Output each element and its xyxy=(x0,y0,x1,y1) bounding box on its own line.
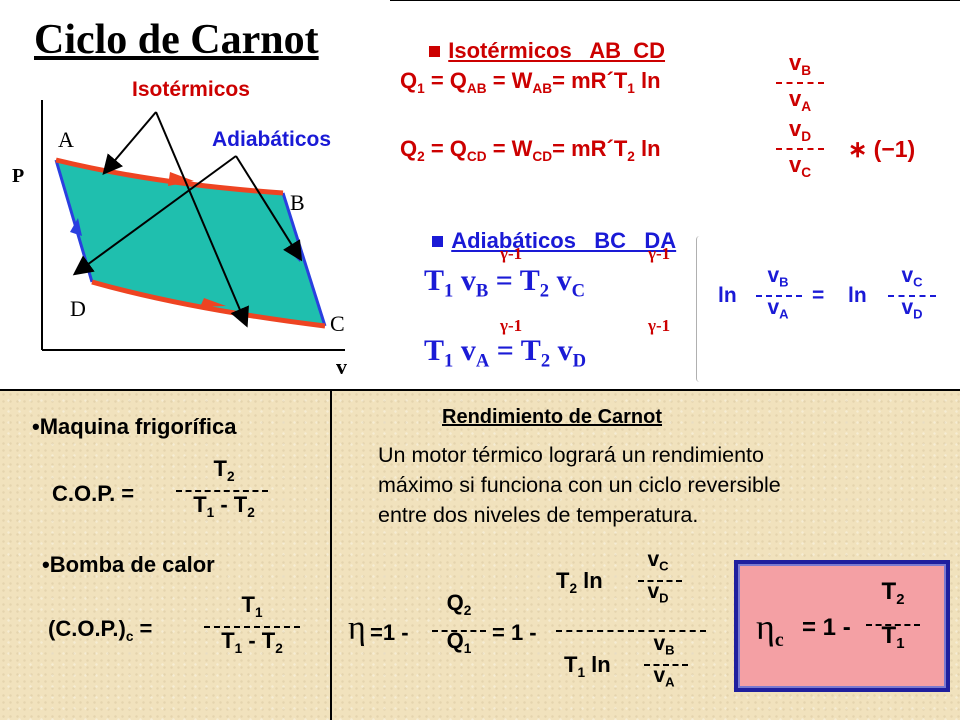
efficiency-big-den-bar xyxy=(644,664,688,666)
efficiency-big-num-bar xyxy=(638,580,682,582)
top-rule xyxy=(390,0,960,1)
efficiency-q-bar xyxy=(432,630,486,632)
q1-equation: Q1 = QAB = WAB= mR´T1 ln xyxy=(400,68,661,96)
fridge-cop-bar xyxy=(176,490,268,492)
ln-left-bar xyxy=(756,295,802,297)
panel-divider xyxy=(330,391,332,720)
efficiency-eq-mid: = 1 - xyxy=(492,620,537,645)
ln-right-bar xyxy=(888,295,936,297)
efficiency-eq-start: =1 - xyxy=(370,620,409,645)
adiabatic-eq2: T1 vA = T2 vD xyxy=(424,334,587,372)
fridge-heading: •Maquina frigorífica xyxy=(32,414,237,439)
bullet-square-icon xyxy=(432,236,444,247)
ln-left-fraction: vB vA xyxy=(767,264,789,322)
point-label-a: A xyxy=(58,127,74,152)
carnot-eq: = 1 - xyxy=(802,614,851,641)
efficiency-big-den: T1 ln xyxy=(564,652,611,680)
ln-right: ln xyxy=(848,284,867,307)
adiabatic-label: Adiabáticos xyxy=(212,128,332,151)
adiabatic-heading: Adiabáticos BC DA xyxy=(420,202,676,254)
heatpump-cop-lhs: (C.O.P.)c = xyxy=(48,616,153,644)
axis-label-v: v xyxy=(336,354,347,379)
isothermal-heading: Isotérmicos AB CD xyxy=(417,12,665,64)
efficiency-heading: Rendimiento de Carnot xyxy=(442,406,663,428)
carnot-efficiency-box xyxy=(734,560,950,692)
point-label-c: C xyxy=(330,311,345,336)
page-title: Ciclo de Carnot xyxy=(34,17,319,63)
section-divider xyxy=(0,389,960,391)
pv-diagram xyxy=(41,100,345,351)
adiabatic-exp-1a: γ-1 xyxy=(500,244,523,263)
q2-fraction-bar xyxy=(776,148,824,150)
q2-fraction: vD vC xyxy=(788,116,812,180)
adiabatic-exp-1b: γ-1 xyxy=(648,244,671,263)
equation-bracket xyxy=(696,236,703,382)
point-label-d: D xyxy=(70,296,86,321)
heatpump-cop-fraction: T1 T1 - T2 xyxy=(221,592,283,656)
efficiency-big-bar xyxy=(556,630,706,632)
carnot-eta: ηc xyxy=(756,607,784,651)
efficiency-big-num-fraction: vC vD xyxy=(647,548,669,606)
bottom-left-panel xyxy=(0,391,330,720)
ln-right-fraction: vC vD xyxy=(901,264,923,322)
carnot-fraction-bar xyxy=(866,624,920,626)
efficiency-text: Un motor térmico logrará un rendimiento … xyxy=(378,443,781,527)
ln-equals: = xyxy=(812,284,825,307)
ln-left: ln xyxy=(718,284,737,307)
efficiency-eta: η xyxy=(348,610,366,647)
carnot-fraction: T2 T1 xyxy=(881,578,905,653)
fridge-cop-lhs: C.O.P. = xyxy=(52,481,135,506)
adiabatic-exp-2a: γ-1 xyxy=(500,316,523,335)
q1-fraction: vB vA xyxy=(788,50,812,114)
axis-label-p: P xyxy=(12,165,25,187)
efficiency-big-num: T2 ln xyxy=(556,568,603,596)
bullet-square-icon xyxy=(429,46,441,57)
adiabatic-exp-2b: γ-1 xyxy=(648,316,671,335)
adiabatic-eq1: T1 vB = T2 vC xyxy=(424,264,586,302)
heatpump-cop-bar xyxy=(204,626,300,628)
q1-fraction-bar xyxy=(776,82,824,84)
isothermal-label: Isotérmicos xyxy=(132,78,250,101)
heatpump-heading: •Bomba de calor xyxy=(42,552,215,577)
fridge-cop-fraction: T2 T1 - T2 xyxy=(193,456,255,520)
efficiency-big-den-fraction: vB vA xyxy=(653,632,675,690)
point-label-b: B xyxy=(290,190,305,215)
q2-factor: ∗ (−1) xyxy=(848,136,916,162)
q2-equation: Q2 = QCD = WCD= mR´T2 ln xyxy=(400,136,661,164)
efficiency-q-fraction: Q2 Q1 xyxy=(446,590,472,656)
